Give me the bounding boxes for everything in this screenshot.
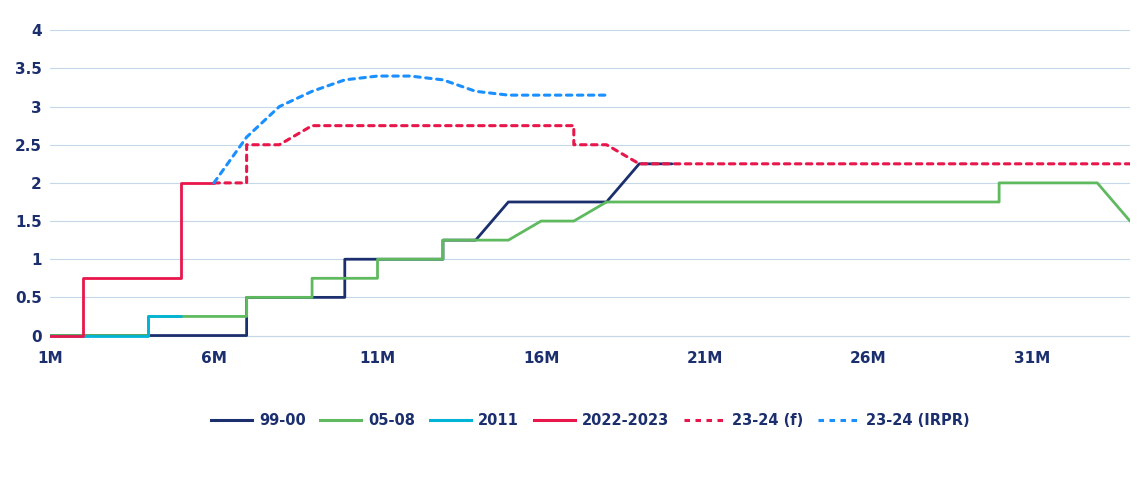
Legend: 99-00, 05-08, 2011, 2022-2023, 23-24 (f), 23-24 (IRPR): 99-00, 05-08, 2011, 2022-2023, 23-24 (f)… [205, 407, 976, 434]
